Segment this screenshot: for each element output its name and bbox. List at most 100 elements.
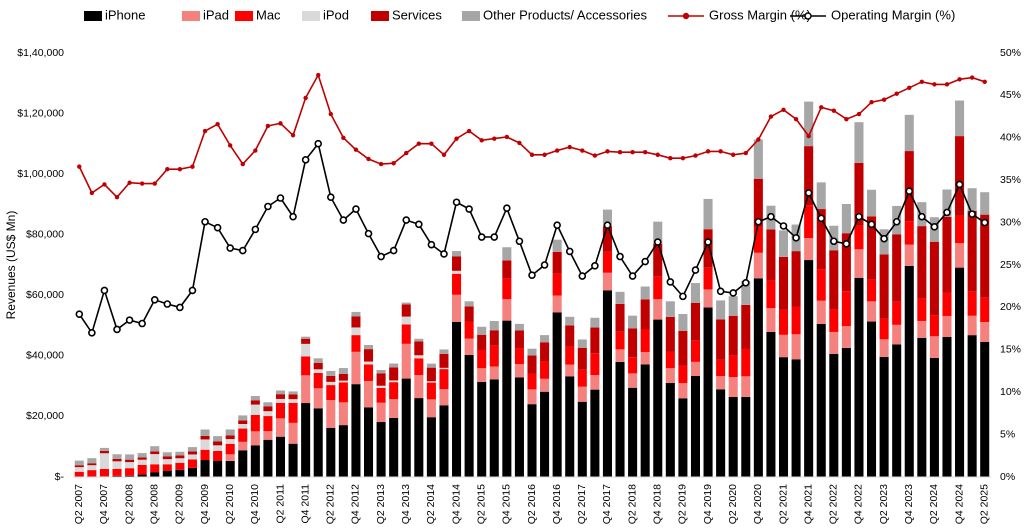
line-marker <box>905 187 914 196</box>
bar-segment <box>137 453 147 458</box>
bar-segment <box>250 414 260 432</box>
line-marker <box>542 152 547 157</box>
bar-segment <box>414 398 424 477</box>
bar-segment <box>879 318 889 340</box>
line-marker <box>429 141 434 146</box>
line-marker <box>741 279 750 287</box>
x-tick-label: Q4 2024 <box>953 484 965 524</box>
line-marker <box>238 246 247 255</box>
line-marker <box>779 222 788 230</box>
bar-segment <box>841 347 851 477</box>
bar-segment <box>150 446 160 452</box>
bar-segment <box>665 368 675 383</box>
bar-segment <box>439 349 449 354</box>
line-marker <box>326 193 335 201</box>
bar-segment <box>741 376 751 397</box>
line-marker <box>466 128 472 134</box>
bar-segment <box>829 309 839 332</box>
bar-segment <box>615 361 625 477</box>
bar-segment <box>389 380 399 383</box>
line-marker <box>265 123 271 129</box>
line-marker <box>718 149 723 154</box>
line-marker <box>968 210 976 218</box>
bar-segment <box>414 341 424 356</box>
bar-segment <box>301 343 311 357</box>
bar-segment <box>489 330 499 346</box>
bar-segment <box>87 470 97 477</box>
bar-segment <box>552 295 562 313</box>
bar-segment <box>313 369 323 373</box>
line-marker <box>980 218 989 227</box>
bar-segment <box>690 340 701 362</box>
line-marker <box>75 310 84 318</box>
bar-segment <box>162 452 172 457</box>
line-marker <box>301 156 310 164</box>
bar-segment <box>716 300 726 320</box>
line-marker <box>452 198 461 207</box>
line-marker <box>341 135 346 140</box>
bar-segment <box>250 400 260 405</box>
line-marker <box>907 85 912 90</box>
line-marker <box>88 329 96 337</box>
line-marker <box>517 140 522 146</box>
bar-segment <box>213 445 223 451</box>
bar-segment <box>678 330 688 366</box>
legend-swatch <box>182 11 200 21</box>
bar-segment <box>162 470 172 477</box>
line-marker <box>440 250 448 258</box>
bar-segment <box>766 308 776 332</box>
bar-segment <box>238 415 248 421</box>
bar-segment <box>753 178 763 227</box>
bar-segment <box>275 418 286 437</box>
bar-segment <box>389 399 399 418</box>
line-marker <box>479 138 484 143</box>
bar-segment <box>514 364 524 378</box>
bar-segment <box>854 122 864 163</box>
bar-segment <box>640 299 650 330</box>
bar-segment <box>263 406 273 412</box>
bar-segment <box>577 339 587 348</box>
x-tick-label: Q4 2021 <box>802 484 814 524</box>
bar-segment <box>238 420 248 424</box>
y2-tick-label: 35% <box>1000 174 1021 186</box>
bar-segment <box>640 364 650 477</box>
line-marker <box>201 217 209 226</box>
bar-segment <box>74 471 84 477</box>
line-marker <box>819 105 824 110</box>
line-marker <box>377 252 385 261</box>
line-marker <box>213 223 222 232</box>
bar-segment <box>602 272 612 291</box>
bar-segment <box>816 209 826 270</box>
bar-segment <box>892 301 902 325</box>
y2-tick-label: 30% <box>1000 216 1021 228</box>
line-marker <box>943 208 951 217</box>
bar-segment <box>275 398 286 403</box>
bar-segment <box>955 267 965 477</box>
line-marker <box>580 148 585 153</box>
y-tick-label: $- <box>55 471 65 483</box>
bar-segment <box>376 373 386 386</box>
bar-segment <box>376 370 386 374</box>
bar-segment <box>904 244 914 266</box>
x-tick-label: Q2 2016 <box>526 484 538 524</box>
bar-segment <box>452 270 462 274</box>
bar-segment <box>967 315 977 336</box>
bar-segment <box>640 351 650 365</box>
bar-segment <box>99 447 109 451</box>
line-marker <box>630 150 635 155</box>
bar-segment <box>628 357 638 374</box>
bar-segment <box>125 454 135 460</box>
line-marker <box>919 79 925 85</box>
line-marker <box>641 257 649 266</box>
bar-segment <box>250 404 260 415</box>
line-marker <box>869 99 874 105</box>
bar-segment <box>577 386 587 402</box>
bar-segment <box>690 375 701 477</box>
x-tick-label: Q4 2020 <box>752 484 764 524</box>
bar-segment <box>540 361 550 379</box>
bar-segment <box>540 391 550 477</box>
bar-segment <box>489 366 499 380</box>
bar-segment <box>137 457 147 460</box>
bar-segment <box>590 374 600 390</box>
bar-segment <box>452 251 462 257</box>
